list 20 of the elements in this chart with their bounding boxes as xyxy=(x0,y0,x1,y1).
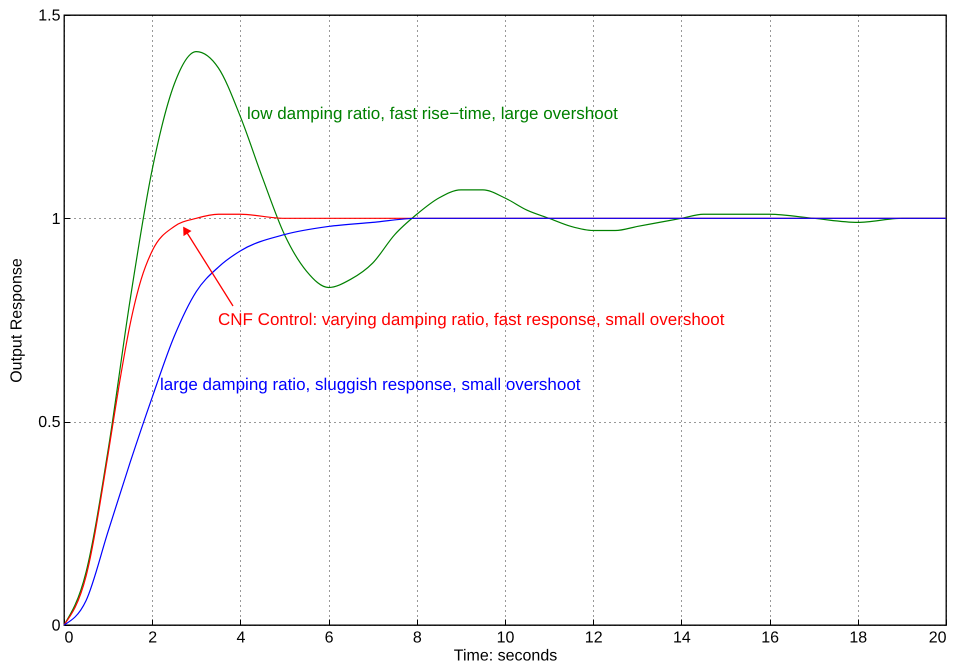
annotation: low damping ratio, fast rise−time, large overshoot xyxy=(247,104,618,123)
annotation: large damping ratio, sluggish response, small overshoot xyxy=(160,375,581,394)
y-tick-label: 0.5 xyxy=(38,414,61,432)
annotation: CNF Control: varying damping ratio, fast response, small overshoot xyxy=(218,310,725,329)
x-tick-label: 2 xyxy=(148,630,158,646)
y-tick-label: 1 xyxy=(52,210,61,228)
x-tick-label: 8 xyxy=(412,630,422,646)
y-tick-label: 0 xyxy=(52,618,61,634)
y-tick-label: 1.5 xyxy=(38,8,61,24)
x-tick-label: 18 xyxy=(849,630,868,646)
x-tick-label: 20 xyxy=(928,630,947,646)
x-tick-label: 10 xyxy=(496,630,514,646)
x-tick-label: 4 xyxy=(236,630,246,646)
y-axis-title: Output Response xyxy=(8,258,26,383)
x-tick-label: 0 xyxy=(64,630,74,646)
x-tick-label: 12 xyxy=(584,630,603,646)
x-tick-label: 14 xyxy=(673,630,691,646)
x-tick-label: 6 xyxy=(324,630,334,646)
x-axis-title: Time: seconds xyxy=(454,648,558,664)
x-tick-label: 16 xyxy=(761,630,780,646)
